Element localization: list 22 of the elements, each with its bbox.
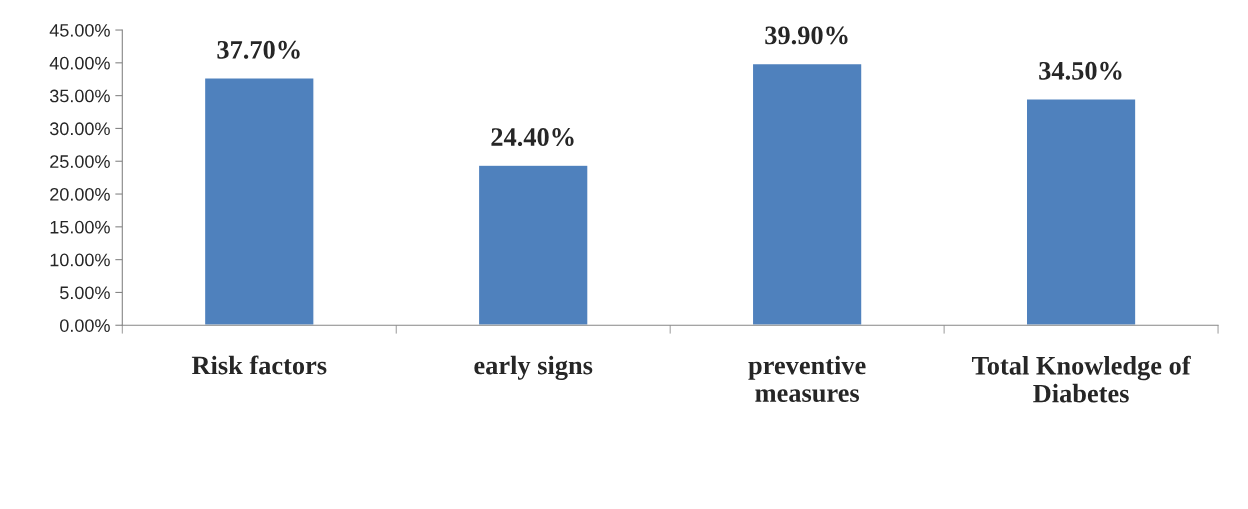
y-tick-label: 10.00% — [50, 253, 110, 267]
y-tick-label: 30.00% — [49, 122, 110, 136]
bar — [1025, 98, 1137, 326]
y-tick-label: 5.00% — [60, 286, 110, 300]
y-tick-label: 40.00% — [49, 56, 110, 70]
x-tick-label: preventive measures — [748, 355, 866, 403]
bar — [203, 77, 315, 326]
y-tick-label: 20.00% — [50, 187, 110, 201]
data-label: 34.50% — [1039, 61, 1122, 80]
y-tick-label: 35.00% — [49, 89, 110, 103]
x-tick-label: early signs — [474, 355, 593, 380]
data-label: 24.40% — [491, 128, 574, 147]
x-tick-label: Total Knowledge of Diabetes — [972, 355, 1191, 403]
data-label: 39.90% — [765, 26, 848, 45]
data-label: 37.70% — [217, 40, 300, 59]
y-tick-label: 45.00% — [49, 23, 110, 37]
y-tick-label: 0.00% — [60, 319, 110, 332]
x-tick-label: Risk factors — [191, 355, 327, 375]
y-tick-label: 15.00% — [50, 220, 110, 234]
y-tick-label: 25.00% — [50, 155, 110, 168]
bar — [477, 164, 589, 326]
bar — [751, 62, 863, 326]
